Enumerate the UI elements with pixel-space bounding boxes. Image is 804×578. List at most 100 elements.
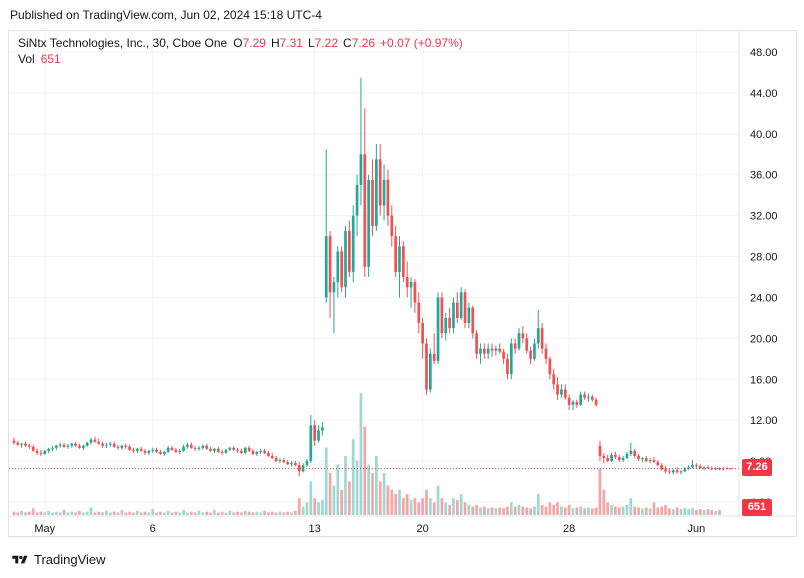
volume-bar [610,504,613,515]
candle-body [560,389,563,395]
candle-body [224,449,228,453]
volume-bar [351,439,355,515]
candle-body [467,307,471,324]
volume-bar [270,511,274,515]
candle-body [506,358,509,375]
candle-body [413,282,417,303]
candle-body [108,443,112,445]
volume-bars [12,393,721,515]
candle-body [417,302,421,324]
price-tick-label: 16.00 [750,374,778,386]
open-label: O [233,36,243,50]
volume-bar [382,472,386,515]
volume-bar [409,499,413,515]
volume-bar [120,509,124,515]
volume-bar [51,512,54,515]
volume-bar [243,510,247,515]
candle-body [159,451,162,454]
volume-bar [182,509,185,515]
close-value: 7.26 [351,36,376,50]
candle-body [31,446,35,451]
volume-bar [390,489,394,515]
candle-body [652,460,656,463]
candle-body [216,448,220,452]
candle-body [294,463,297,466]
candle-body [494,348,498,351]
volume-bar [533,506,536,515]
volume-bar [444,502,448,515]
candle-body [633,450,637,456]
volume-bar [151,509,155,515]
candle-body [93,439,97,442]
candle-body [97,441,101,444]
candle-body [629,450,633,454]
volume-bar [405,493,409,515]
volume-bar [290,512,293,515]
volume-bar [62,509,66,515]
candle-body [348,230,351,272]
volume-bar [629,498,633,515]
time-axis[interactable]: May 6 13 20 28 Jun [34,523,705,535]
volume-bar [614,506,617,515]
price-axis[interactable]: 48.00 44.00 40.00 36.00 32.00 28.00 24.00 20.00… [750,47,778,509]
volume-bar [675,507,679,515]
candle-body [583,394,586,398]
volume-bar [509,502,513,515]
candle-body [313,425,317,441]
volume-bar [428,498,432,515]
candle-body [236,449,239,451]
candle-body [482,348,486,354]
volume-bar [698,509,702,515]
candle-body [375,159,378,226]
volume-bar [367,464,370,515]
candle-body [587,396,590,398]
volume-bar [216,512,220,515]
volume-bar [583,508,586,515]
volume-bar [664,504,667,515]
volume-bar [89,507,93,515]
candle-body [35,450,39,453]
volume-bar [579,506,583,515]
volume-bar [394,493,397,515]
volume-bar [671,509,675,515]
volume-bar [228,510,232,515]
price-tick-label: 12.00 [750,415,778,427]
volume-bar [324,447,328,515]
volume-bar [74,512,77,515]
candle-body [687,467,691,469]
candle-body [579,394,583,405]
volume-bar [475,504,478,515]
candle-body [498,348,502,352]
volume-bar [16,512,20,515]
candle-body [344,230,347,288]
volume-bar [278,511,282,515]
candle-body [89,439,93,443]
tradingview-logo-icon [12,555,28,563]
volume-bar [213,509,216,515]
candle-body [529,350,532,359]
candle-body [471,307,475,334]
candle-body [502,351,505,359]
candle-body [24,443,27,446]
price-tick-label: 24.00 [750,292,778,304]
volume-bar [718,509,721,515]
candle-body [186,444,189,447]
candle-body [147,450,151,453]
candle-body [695,465,698,467]
volume-bar [178,512,182,515]
volume-label: Vol [18,52,35,66]
candle-body [521,333,525,339]
volume-bar [637,507,640,515]
volume-bar [294,510,297,515]
candle-body [691,465,694,468]
candle-body [664,469,667,472]
volume-bar [695,509,698,515]
volume-bar [459,493,463,515]
candle-body [536,328,540,344]
candle-body [455,302,459,318]
candle-body [12,440,16,443]
candle-body [398,246,401,272]
candle-body [355,184,359,216]
footer-branding[interactable]: TradingView [10,552,106,567]
